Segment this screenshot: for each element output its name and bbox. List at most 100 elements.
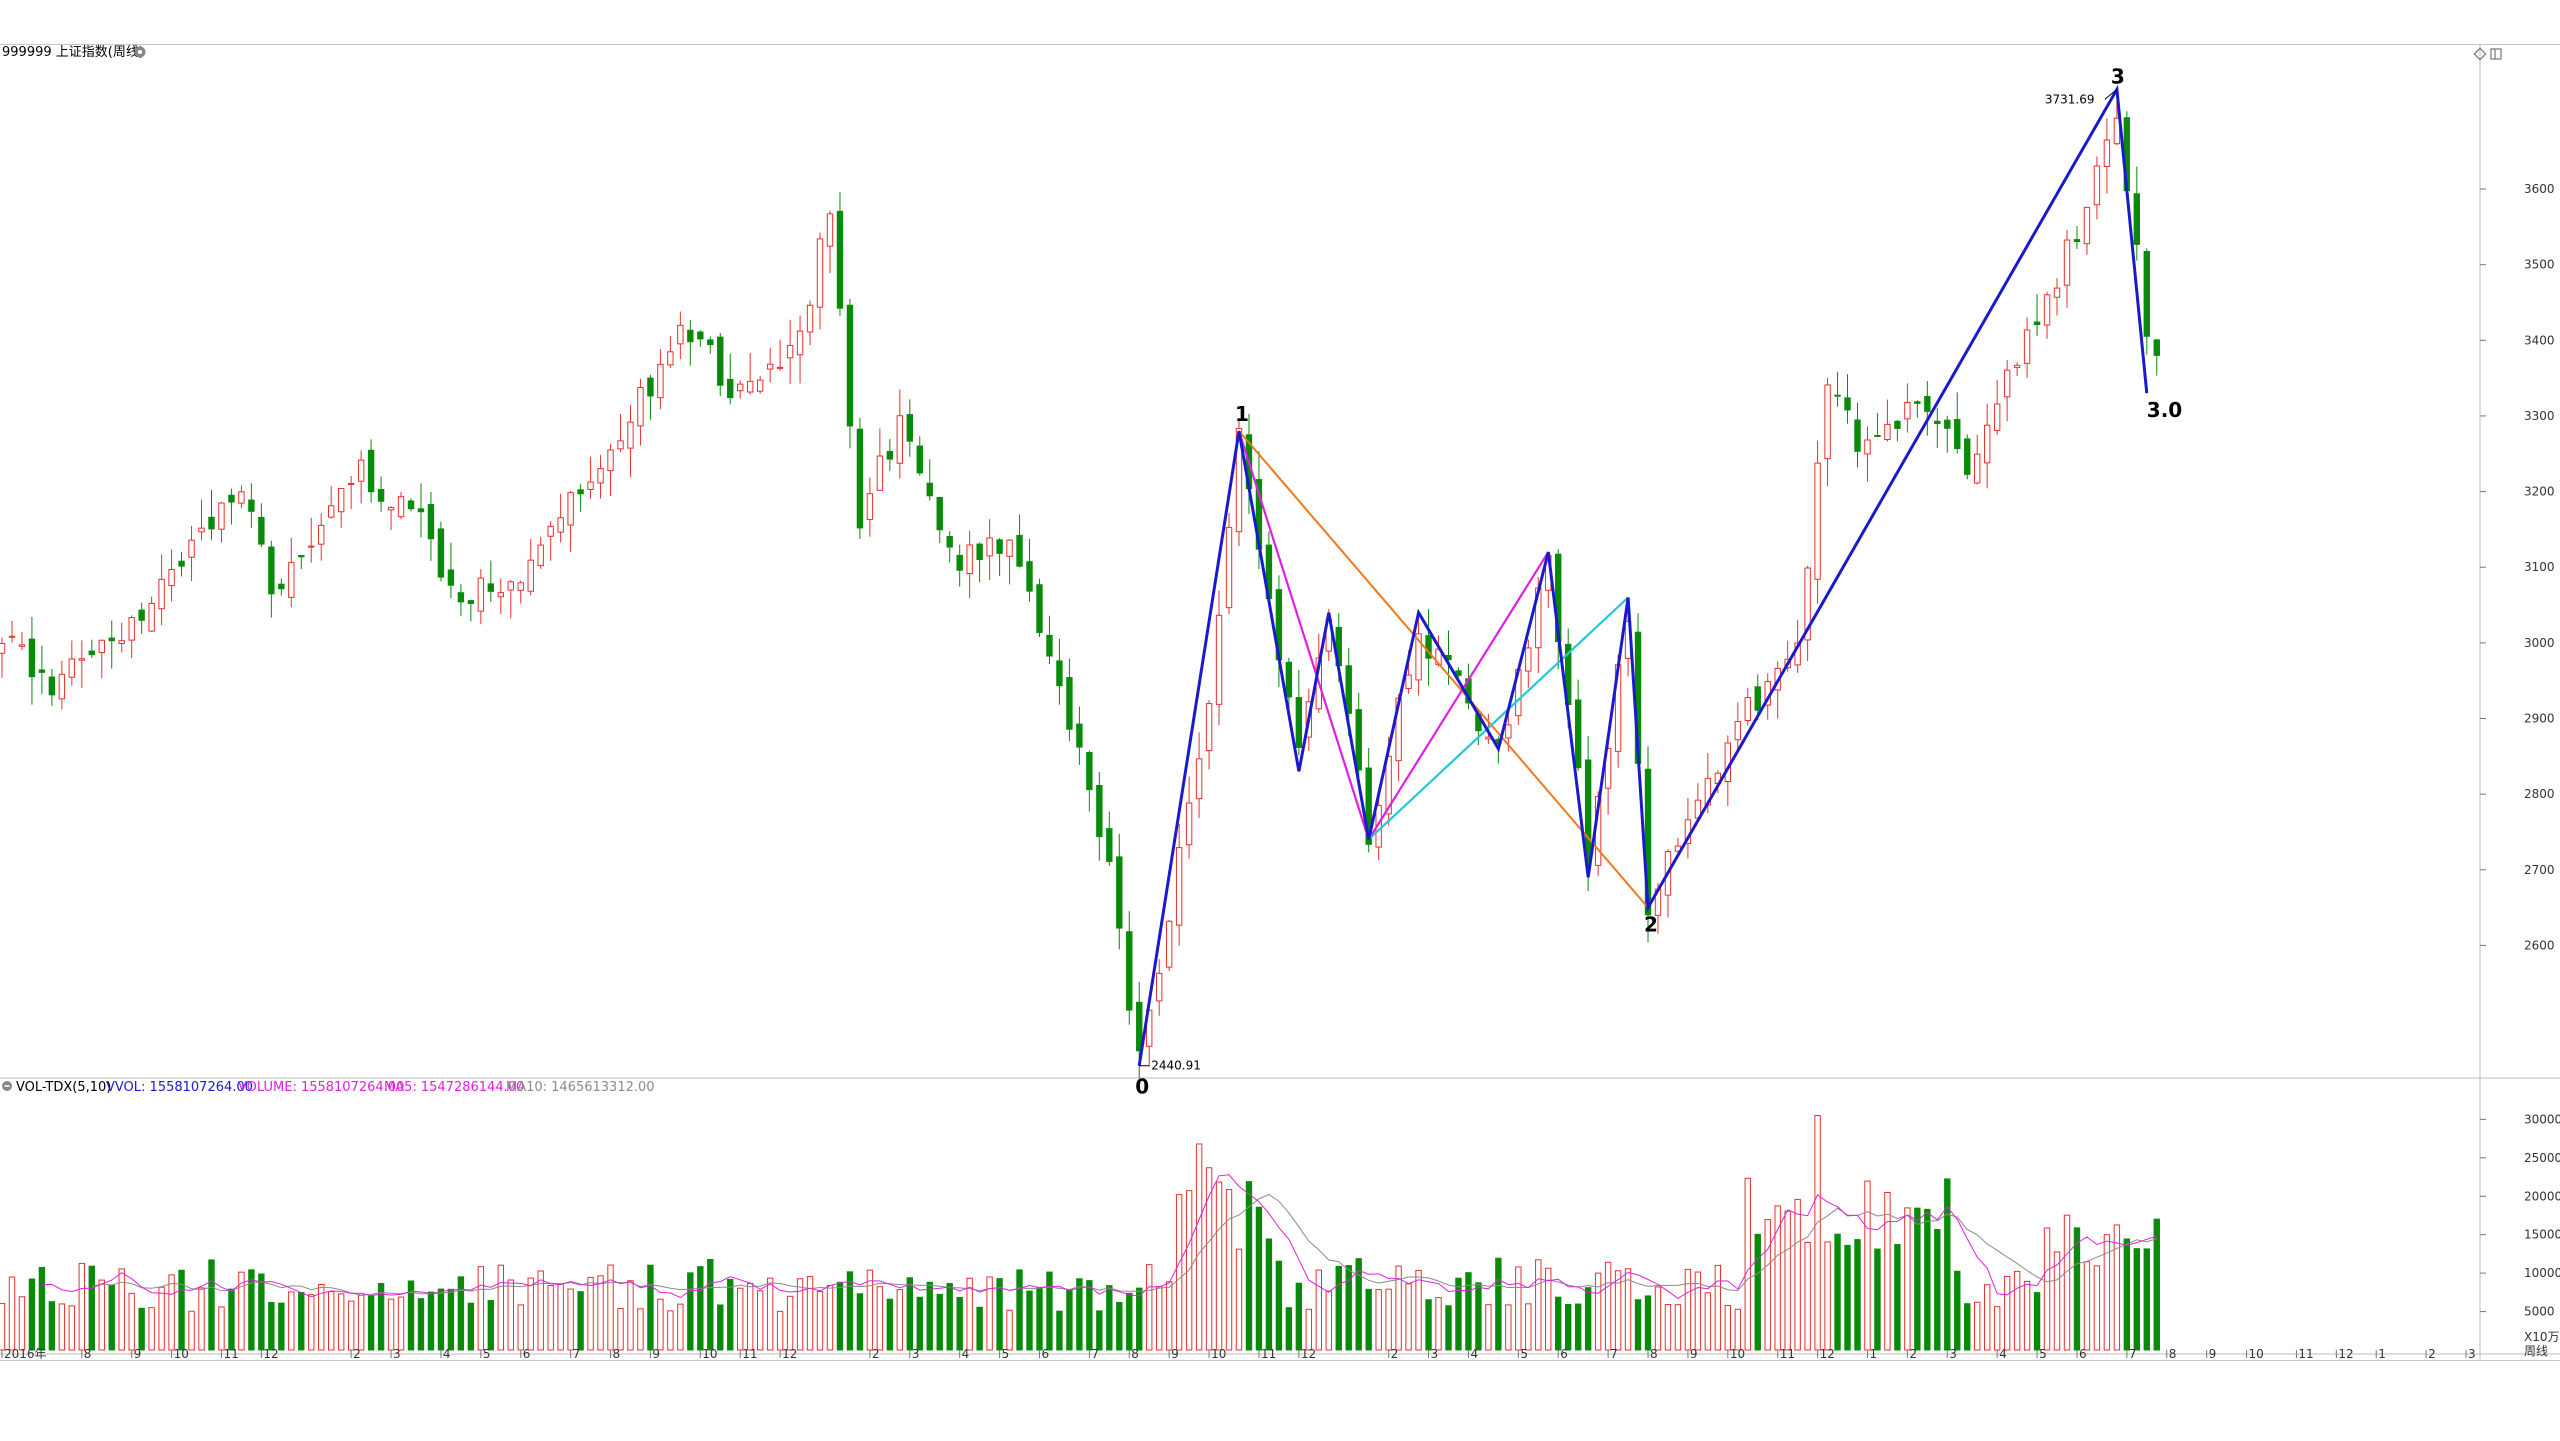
volume-bar xyxy=(667,1310,674,1351)
volume-bar xyxy=(0,1303,6,1351)
candle-body xyxy=(2033,321,2041,326)
volume-bar xyxy=(1355,1258,1362,1351)
candle-body xyxy=(198,527,205,533)
candle-body xyxy=(737,383,744,392)
candle-body xyxy=(78,658,86,661)
volume-bar xyxy=(1046,1271,1053,1351)
price-tick-label: 2700 xyxy=(2524,863,2555,877)
volume-bar xyxy=(1814,1115,1821,1351)
volume-bar xyxy=(737,1287,744,1351)
candle-body xyxy=(657,363,664,399)
candle-body xyxy=(367,449,375,493)
volume-bar xyxy=(876,1286,884,1351)
diamond-icon[interactable] xyxy=(2473,47,2487,61)
candle-body xyxy=(457,592,465,603)
volume-bar xyxy=(1754,1233,1761,1351)
volume-bar xyxy=(1964,1303,1971,1351)
candle-body xyxy=(776,366,784,369)
candle-body xyxy=(278,583,285,590)
volume-bar xyxy=(886,1298,894,1351)
volume-bar xyxy=(278,1302,285,1351)
candle-body xyxy=(477,577,485,612)
candle-body xyxy=(896,415,904,464)
time-tick-label: 11 xyxy=(1261,1347,1276,1360)
volume-bar xyxy=(856,1293,864,1351)
candle-body xyxy=(108,637,115,642)
volume-bar xyxy=(168,1274,175,1351)
candle-body xyxy=(18,644,26,647)
volume-bar xyxy=(198,1287,205,1351)
volume-bar xyxy=(1844,1244,1851,1351)
candle-body xyxy=(2153,339,2160,356)
volume-bar xyxy=(48,1301,56,1351)
candle-body xyxy=(557,517,564,533)
candle-body xyxy=(1983,424,1991,464)
ma10-line xyxy=(91,1194,2157,1296)
candle-body xyxy=(607,449,614,472)
candle-body xyxy=(1195,758,1203,800)
volume-bar xyxy=(437,1288,445,1351)
window-icon[interactable] xyxy=(2490,48,2502,60)
time-tick-label: 3 xyxy=(393,1347,401,1360)
candle-body xyxy=(1285,661,1293,698)
wave-label: 2 xyxy=(1644,913,1658,937)
time-tick-label: 4 xyxy=(1999,1347,2007,1360)
volume-bar xyxy=(1385,1288,1392,1351)
volume-bar xyxy=(1594,1272,1602,1351)
volume-bar xyxy=(1026,1290,1033,1351)
gear-icon[interactable] xyxy=(134,46,146,58)
candle-body xyxy=(866,493,874,521)
candle-body xyxy=(1235,427,1243,533)
candle-body xyxy=(856,428,864,529)
volume-bar xyxy=(1684,1268,1692,1351)
time-tick-label: 4 xyxy=(1470,1347,1478,1360)
volume-bar xyxy=(497,1264,504,1351)
volume-bar xyxy=(377,1283,385,1351)
time-tick-label: 12 xyxy=(1820,1347,1835,1360)
price-axis: 2600 2700 2800 2900 3000 3100 3200 3300 3400 3500… xyxy=(2480,182,2555,952)
time-tick-label: 4 xyxy=(443,1347,451,1360)
candle-body xyxy=(547,525,554,537)
volume-bar xyxy=(1744,1177,1751,1351)
candle-body xyxy=(926,482,933,497)
vol-collapse-icon[interactable] xyxy=(2,1081,12,1091)
candle-body xyxy=(1854,419,1861,452)
volume-bar xyxy=(1934,1229,1941,1351)
time-tick-label: 8 xyxy=(1131,1347,1139,1360)
volume-bar xyxy=(2083,1261,2091,1351)
candle-body xyxy=(387,507,395,511)
volume-bar xyxy=(1574,1303,1582,1351)
candle-body xyxy=(746,380,754,393)
candle-body xyxy=(876,455,884,491)
volume-bar xyxy=(1624,1268,1632,1351)
volume-bar xyxy=(906,1277,913,1351)
volume-bar xyxy=(796,1278,804,1351)
time-tick-label: 12 xyxy=(263,1347,278,1360)
candle-body xyxy=(138,609,145,621)
candle-body xyxy=(58,673,66,700)
volume-bar xyxy=(756,1290,764,1351)
volume-bar xyxy=(1325,1290,1332,1351)
volume-bar xyxy=(1395,1265,1402,1351)
volume-bar xyxy=(1066,1289,1073,1351)
volume-bar xyxy=(1954,1270,1961,1351)
candle-body xyxy=(1355,709,1362,771)
volume-bar xyxy=(1784,1210,1791,1351)
candle-body xyxy=(1993,403,2001,431)
time-tick-label: 1 xyxy=(2378,1347,2386,1360)
volume-bar xyxy=(367,1295,375,1351)
volume-bar xyxy=(1864,1180,1871,1351)
candle-body xyxy=(756,379,764,392)
candle-body xyxy=(647,377,654,397)
volume-bar xyxy=(1674,1304,1682,1351)
candle-body xyxy=(2073,239,2081,243)
candle-body xyxy=(1225,526,1233,609)
volume-bar xyxy=(1694,1271,1702,1351)
candle-body xyxy=(1884,423,1891,441)
candle-body xyxy=(2063,239,2071,286)
volume-bar xyxy=(657,1298,664,1351)
candlesticks xyxy=(0,100,2160,1079)
volume-axis: 5000 10000 15000 20000 25000 30000 xyxy=(2480,1112,2560,1319)
volume-bar xyxy=(1106,1285,1113,1351)
volume-bar xyxy=(308,1294,315,1351)
